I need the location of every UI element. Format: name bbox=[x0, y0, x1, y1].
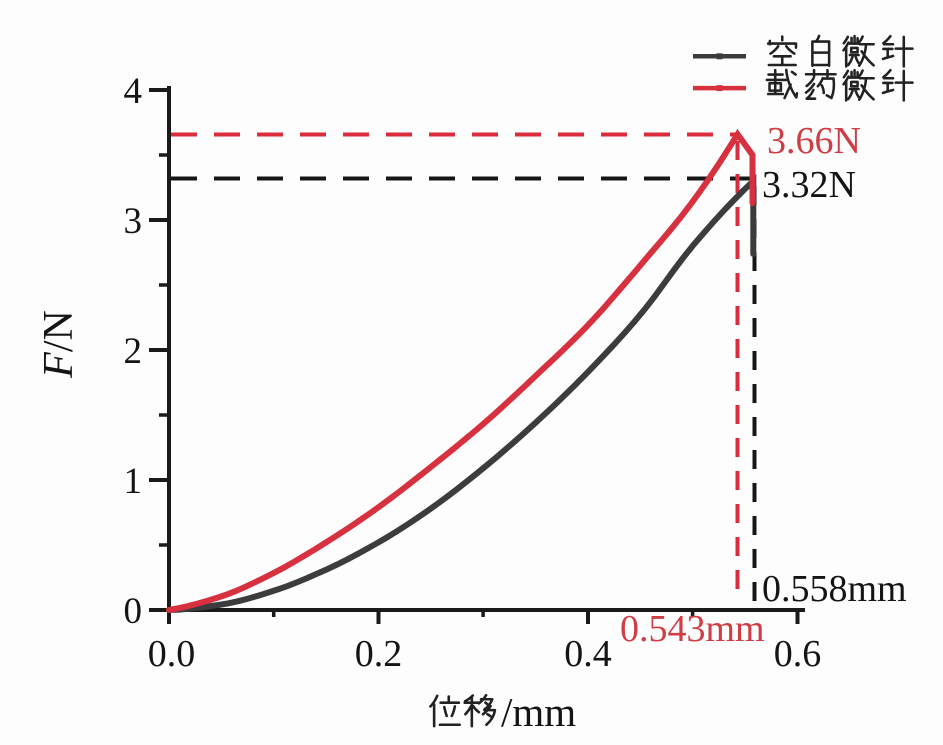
svg-text:0.543mm: 0.543mm bbox=[620, 608, 765, 650]
svg-text:0.2: 0.2 bbox=[355, 633, 403, 675]
svg-text:0.6: 0.6 bbox=[774, 633, 822, 675]
svg-text:/mm: /mm bbox=[501, 689, 576, 735]
svg-text:F/N: F/N bbox=[36, 310, 82, 379]
svg-text:0: 0 bbox=[124, 591, 143, 632]
svg-text:0.4: 0.4 bbox=[564, 633, 612, 675]
svg-text:2: 2 bbox=[124, 331, 143, 372]
svg-text:1: 1 bbox=[124, 461, 143, 502]
svg-text:3: 3 bbox=[124, 201, 143, 242]
svg-text:3.66N: 3.66N bbox=[767, 120, 861, 162]
svg-text:0.558mm: 0.558mm bbox=[762, 568, 907, 610]
svg-text:4: 4 bbox=[124, 71, 143, 112]
svg-text:3.32N: 3.32N bbox=[762, 164, 856, 206]
svg-text:0.0: 0.0 bbox=[148, 633, 196, 675]
